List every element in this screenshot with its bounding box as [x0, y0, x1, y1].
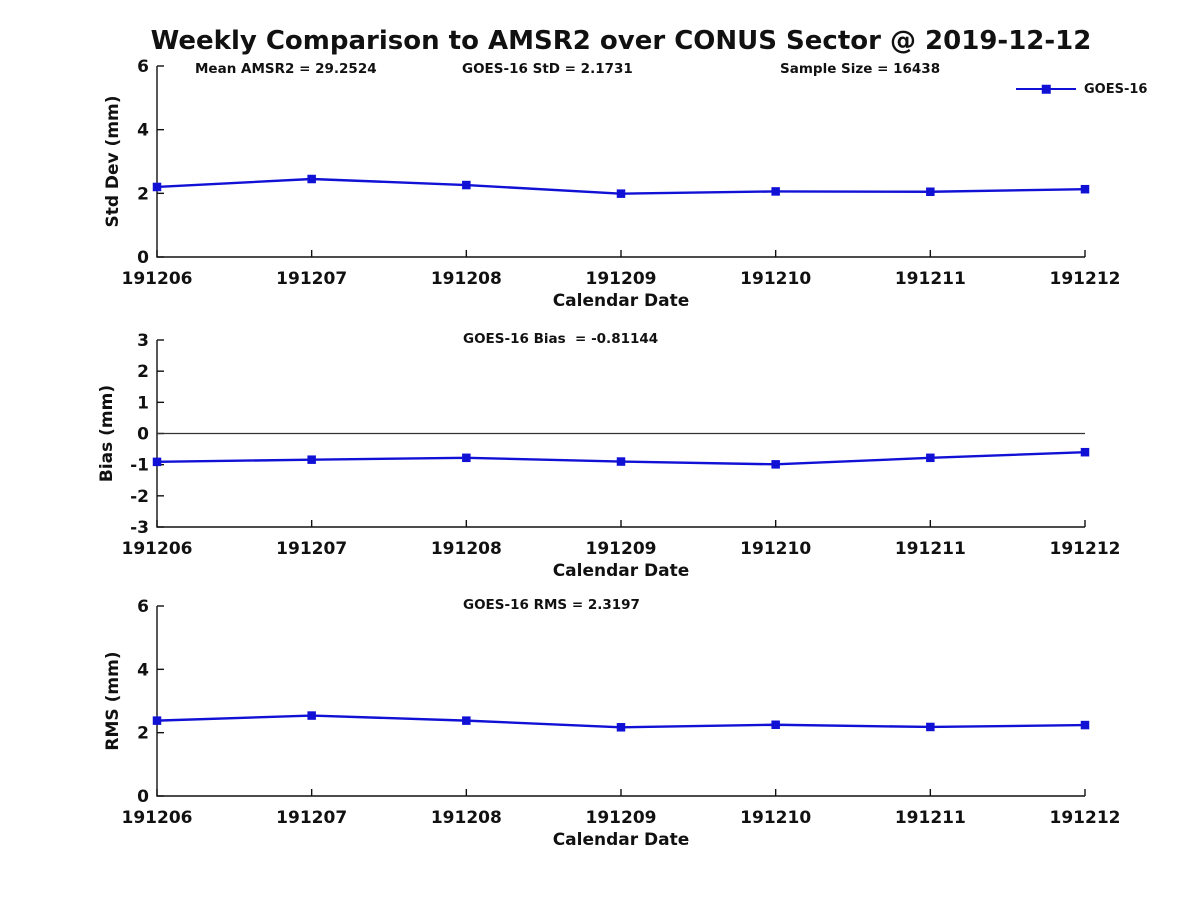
axis-spines — [156, 66, 1085, 258]
std-dev-panel-annotation: GOES-16 StD = 2.1731 — [462, 61, 633, 77]
legend-square-marker-icon — [1041, 84, 1051, 94]
x-tick-label: 191208 — [431, 539, 502, 559]
data-point-square-marker — [462, 453, 471, 463]
data-point-square-marker — [152, 182, 162, 192]
bias-panel-annotation: GOES-16 Bias = -0.81144 — [463, 331, 659, 347]
y-tick-label: -2 — [130, 487, 149, 507]
y-tick-label: 4 — [137, 121, 149, 141]
data-point-square-marker — [616, 723, 626, 732]
data-point-square-marker — [926, 453, 935, 463]
data-point-square-marker — [462, 716, 471, 725]
bias-panel: -3 -2 -1 0 1 2 3 191206 191207 191208 191209 191210… — [97, 331, 1120, 581]
x-tick-label: 191210 — [740, 808, 811, 828]
data-point-square-marker — [152, 716, 162, 725]
x-tick-label: 191212 — [1050, 539, 1121, 559]
y-tick-label: 6 — [137, 597, 149, 617]
legend-line-sample — [1016, 84, 1076, 94]
figure-title: Weekly Comparison to AMSR2 over CONUS Se… — [150, 26, 1092, 56]
x-tick-label: 191206 — [122, 539, 193, 559]
legend: GOES-16 — [1016, 81, 1148, 97]
x-tick-label: 191210 — [740, 269, 811, 289]
x-tick-label: 191212 — [1050, 269, 1121, 289]
std-dev-panel: 0 2 4 6 191206 191207 191208 191209 191210 191211… — [103, 57, 1120, 311]
y-axis-title: Bias (mm) — [97, 385, 117, 482]
std-dev-panel-annotation: Sample Size = 16438 — [780, 61, 941, 77]
y-tick-label: 0 — [137, 248, 149, 268]
x-tick-label: 191209 — [586, 808, 657, 828]
x-tick-label: 191211 — [895, 808, 966, 828]
y-axis-title: Std Dev (mm) — [103, 95, 123, 227]
data-point-square-marker — [307, 711, 316, 720]
rms-panel: 0 2 4 6 191206 191207 191208 191209 191210 191211… — [103, 597, 1120, 850]
y-tick-label: 1 — [137, 393, 149, 413]
data-point-square-marker — [616, 189, 626, 198]
x-tick-label: 191207 — [276, 269, 347, 289]
data-point-square-marker — [1080, 720, 1090, 730]
x-tick-label: 191207 — [276, 539, 347, 559]
axis-spines — [156, 606, 1085, 797]
y-tick-label: 2 — [137, 184, 149, 204]
data-point-square-marker — [616, 457, 626, 466]
y-axis-title: RMS (mm) — [103, 651, 123, 750]
x-tick-label: 191208 — [431, 808, 502, 828]
data-point-square-marker — [926, 722, 935, 732]
x-tick-label: 191211 — [895, 269, 966, 289]
y-tick-label: 2 — [137, 724, 149, 744]
y-tick-label: -3 — [130, 518, 149, 538]
x-tick-label: 191206 — [122, 808, 193, 828]
y-tick-label: 2 — [137, 362, 149, 382]
x-tick-label: 191211 — [895, 539, 966, 559]
data-point-square-marker — [1080, 447, 1090, 457]
data-point-square-marker — [771, 720, 780, 729]
x-tick-label: 191209 — [586, 539, 657, 559]
x-axis-title: Calendar Date — [553, 561, 690, 581]
y-tick-label: 6 — [137, 57, 149, 77]
y-tick-label: 0 — [137, 787, 149, 807]
x-axis-title: Calendar Date — [553, 291, 690, 311]
y-tick-label: 0 — [137, 425, 149, 445]
data-point-square-marker — [152, 457, 162, 467]
legend-label: GOES-16 — [1084, 81, 1148, 97]
y-tick-label: 4 — [137, 660, 149, 680]
data-point-square-marker — [307, 174, 316, 184]
x-tick-label: 191207 — [276, 808, 347, 828]
rms-panel-annotation: GOES-16 RMS = 2.3197 — [463, 597, 640, 613]
data-point-square-marker — [771, 460, 780, 469]
data-point-square-marker — [1080, 184, 1090, 194]
data-point-square-marker — [462, 180, 471, 190]
data-point-square-marker — [926, 187, 935, 196]
data-point-square-marker — [307, 455, 316, 464]
x-tick-label: 191212 — [1050, 808, 1121, 828]
x-tick-label: 191206 — [122, 269, 193, 289]
std-dev-panel-annotation: Mean AMSR2 = 29.2524 — [195, 61, 377, 77]
y-tick-label: -1 — [130, 456, 149, 476]
x-tick-label: 191210 — [740, 539, 811, 559]
y-tick-label: 3 — [137, 331, 149, 351]
x-axis-title: Calendar Date — [553, 830, 690, 850]
data-point-square-marker — [771, 187, 780, 196]
x-tick-label: 191208 — [431, 269, 502, 289]
x-tick-label: 191209 — [586, 269, 657, 289]
